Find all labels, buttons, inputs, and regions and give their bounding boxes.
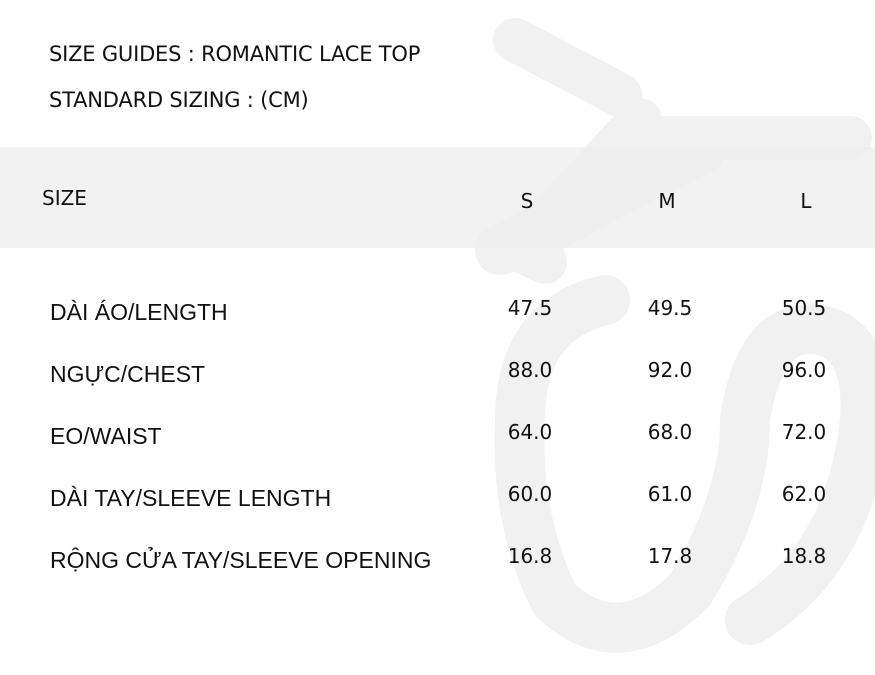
header-size-m: M <box>658 189 676 213</box>
row-value-m: 17.8 <box>647 544 693 568</box>
header-size-s: S <box>520 189 534 213</box>
page-subtitle: STANDARD SIZING : (CM) <box>49 88 309 112</box>
row-value-s: 16.8 <box>507 544 553 568</box>
row-value-m: 61.0 <box>647 482 693 506</box>
row-value-s: 64.0 <box>507 420 553 444</box>
row-value-l: 50.5 <box>781 296 827 320</box>
row-value-s: 88.0 <box>507 358 553 382</box>
row-label: RỘNG CỬA TAY/SLEEVE OPENING <box>50 547 432 573</box>
page-title: SIZE GUIDES : ROMANTIC LACE TOP <box>49 42 421 66</box>
row-value-s: 60.0 <box>507 482 553 506</box>
table-header-band <box>0 147 875 248</box>
row-value-m: 49.5 <box>647 296 693 320</box>
row-label: NGỰC/CHEST <box>50 361 206 387</box>
row-label: DÀI TAY/SLEEVE LENGTH <box>50 485 332 511</box>
header-size-l: L <box>800 189 812 213</box>
row-value-l: 72.0 <box>781 420 827 444</box>
row-value-l: 96.0 <box>781 358 827 382</box>
header-size-label: SIZE <box>42 186 87 210</box>
row-value-m: 92.0 <box>647 358 693 382</box>
row-value-m: 68.0 <box>647 420 693 444</box>
row-label: DÀI ÁO/LENGTH <box>50 299 228 325</box>
row-value-l: 62.0 <box>781 482 827 506</box>
row-label: EO/WAIST <box>50 423 162 449</box>
row-value-s: 47.5 <box>507 296 553 320</box>
row-value-l: 18.8 <box>781 544 827 568</box>
